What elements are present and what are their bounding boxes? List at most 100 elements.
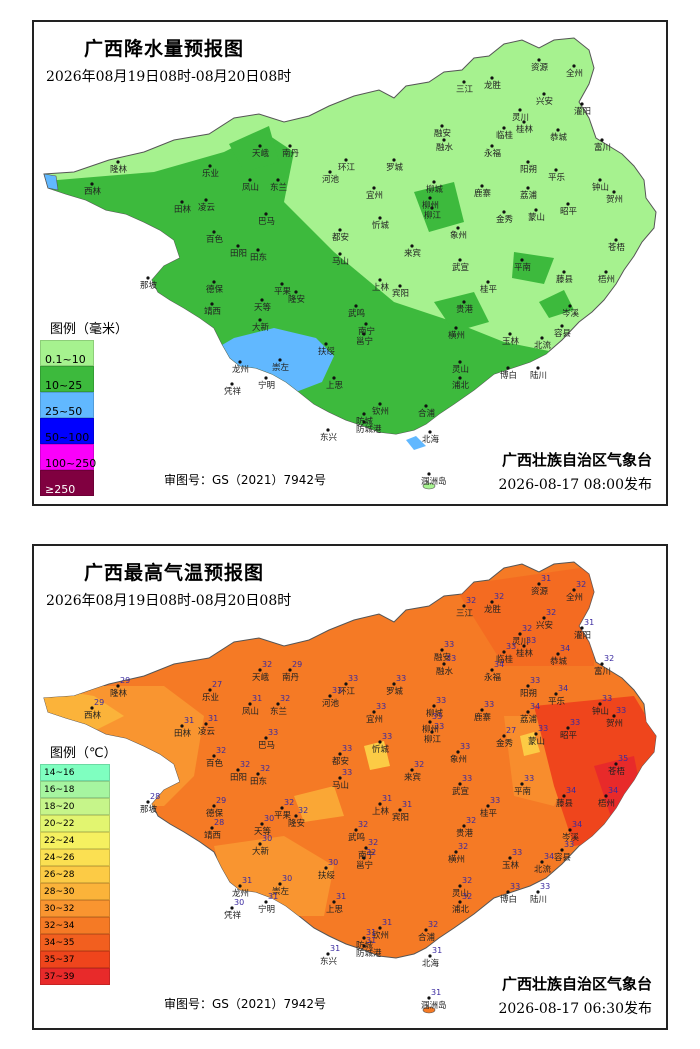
- city-max-temperature: 32: [298, 806, 308, 815]
- rain-legend-item: 0.1~10: [40, 340, 128, 366]
- temperature-city-dot: [572, 588, 576, 592]
- temperature-city-dot: [600, 662, 604, 666]
- rain-city-marker: 梧州: [598, 270, 615, 285]
- rain-city-name: 合浦: [418, 408, 436, 419]
- rain-city-marker: 凌云: [198, 198, 216, 213]
- rain-city-marker: 武宣: [452, 258, 469, 273]
- city-max-temperature: 31: [541, 574, 551, 583]
- rain-city-marker: 临桂: [496, 126, 514, 141]
- rain-city-name: 环江: [338, 163, 356, 173]
- temperature-city-marker: 田林 31: [174, 716, 194, 739]
- temperature-city-marker: 陆川 33: [530, 882, 550, 905]
- rain-legend-label: ≥250: [45, 482, 76, 496]
- temperature-city-dot: [522, 644, 526, 648]
- rain-city-marker: 苍梧: [608, 238, 626, 253]
- city-max-temperature: 32: [280, 694, 290, 703]
- temperature-city-name: 资源: [531, 586, 549, 597]
- city-max-temperature: 35: [618, 754, 628, 763]
- temperature-city-dot: [430, 730, 434, 734]
- temperature-city-dot: [502, 650, 506, 654]
- rain-city-marker: 宾阳: [392, 284, 409, 299]
- rain-city-marker: 贺州: [606, 190, 623, 205]
- city-max-temperature: 32: [522, 624, 532, 633]
- temperature-legend-swatch: [40, 883, 110, 900]
- city-max-temperature: 33: [526, 636, 536, 645]
- temperature-city-name: 兴安: [536, 620, 553, 631]
- temperature-city-dot: [536, 890, 540, 894]
- temperature-city-marker: 隆林 29: [110, 676, 130, 699]
- temperature-city-name: 临桂: [496, 654, 514, 665]
- temperature-city-name: 浦北: [452, 904, 470, 915]
- city-max-temperature: 31: [268, 892, 278, 901]
- temperature-city-marker: 容县 33: [554, 840, 574, 863]
- temperature-city-name: 融水: [436, 666, 454, 677]
- rain-city-marker: 防城港: [356, 420, 382, 435]
- rain-city-dot: [116, 160, 120, 164]
- temperature-city-marker: 崇左 30: [272, 874, 292, 897]
- city-max-temperature: 33: [530, 676, 540, 685]
- temperature-city-marker: 防城港 31: [356, 936, 382, 959]
- temperature-city-marker: 乐业 27: [202, 680, 222, 703]
- temperature-city-marker: 金秀 27: [496, 726, 516, 749]
- temperature-city-name: 博白: [500, 894, 517, 905]
- temperature-city-marker: 隆安 32: [288, 806, 308, 829]
- city-max-temperature: 34: [608, 786, 618, 795]
- temperature-city-name: 岑溪: [562, 832, 580, 843]
- city-max-temperature: 31: [252, 694, 262, 703]
- temperature-city-dot: [338, 752, 342, 756]
- temperature-legend-label: 24~26: [44, 852, 75, 863]
- rain-city-dot: [580, 102, 584, 106]
- rain-issue-time: 2026-08-17 08:00发布: [498, 477, 652, 493]
- rain-city-dot: [276, 178, 280, 182]
- temperature-city-marker: 合浦 32: [418, 920, 438, 943]
- city-max-temperature: 31: [208, 714, 218, 723]
- city-max-temperature: 33: [268, 728, 278, 737]
- rain-legend-label: 50~100: [45, 430, 90, 444]
- rain-forecast-panel: 资源 全州 三江 龙胜 兴安 灵川 灌阳 融安 桂林 临桂 融水 永福 恭城 富川 天峨 南丹 罗城 环江 阳朔 平乐…: [32, 20, 668, 506]
- temperature-city-marker: 巴马 33: [258, 728, 278, 751]
- temperature-city-marker: 凤山 31: [242, 694, 262, 717]
- temperature-city-dot: [432, 704, 436, 708]
- temperature-legend-label: 35~37: [44, 954, 75, 965]
- rain-city-marker: 隆安: [288, 290, 305, 305]
- temperature-city-marker: 桂林 33: [516, 636, 536, 659]
- rain-city-name: 南丹: [282, 148, 300, 159]
- temperature-city-name: 南宁: [358, 850, 375, 861]
- rain-city-name: 上林: [372, 282, 390, 293]
- temperature-legend-item: 37~39: [40, 968, 117, 985]
- temperature-city-marker: 东兴 31: [320, 944, 340, 967]
- rain-city-name: 横州: [448, 330, 465, 341]
- rain-city-dot: [442, 138, 446, 142]
- temperature-city-dot: [612, 714, 616, 718]
- rain-city-dot: [260, 298, 264, 302]
- rain-city-marker: 巴马: [258, 212, 275, 227]
- temperature-city-marker: 富川 32: [594, 654, 614, 677]
- rain-city-marker: 崇左: [272, 358, 290, 373]
- temperature-city-marker: 恭城 34: [550, 644, 570, 667]
- temperature-city-name: 邕宁: [356, 860, 373, 871]
- rain-city-dot: [486, 280, 490, 284]
- temperature-city-marker: 马山 33: [332, 768, 352, 791]
- rain-city-marker: 龙州: [232, 360, 249, 375]
- temperature-city-marker: 天等 30: [254, 814, 274, 837]
- rain-city-marker: 柳江: [424, 206, 442, 221]
- city-max-temperature: 33: [564, 840, 574, 849]
- rain-city-name: 荔浦: [520, 190, 538, 201]
- rain-city-dot: [428, 430, 432, 434]
- temperature-city-name: 天峨: [252, 672, 270, 683]
- temperature-city-dot: [362, 856, 366, 860]
- temperature-city-name: 宜州: [366, 714, 383, 725]
- rain-city-marker: 钟山: [592, 178, 609, 193]
- rain-city-name: 柳州: [422, 200, 439, 211]
- city-max-temperature: 31: [382, 794, 392, 803]
- rain-city-dot: [288, 144, 292, 148]
- temperature-legend-label: 18~20: [44, 801, 75, 812]
- temperature-city-marker: 鹿寨 33: [474, 700, 494, 723]
- rain-city-dot: [256, 248, 260, 252]
- rain-city-dot: [458, 360, 462, 364]
- rain-city-dot: [537, 58, 541, 62]
- rain-city-marker: 阳朔: [520, 160, 537, 175]
- rain-city-marker: 荔浦: [520, 186, 538, 201]
- rain-city-marker: 东兰: [270, 178, 287, 193]
- temperature-map-period: 2026年08月19日08时-08月20日08时: [46, 593, 292, 609]
